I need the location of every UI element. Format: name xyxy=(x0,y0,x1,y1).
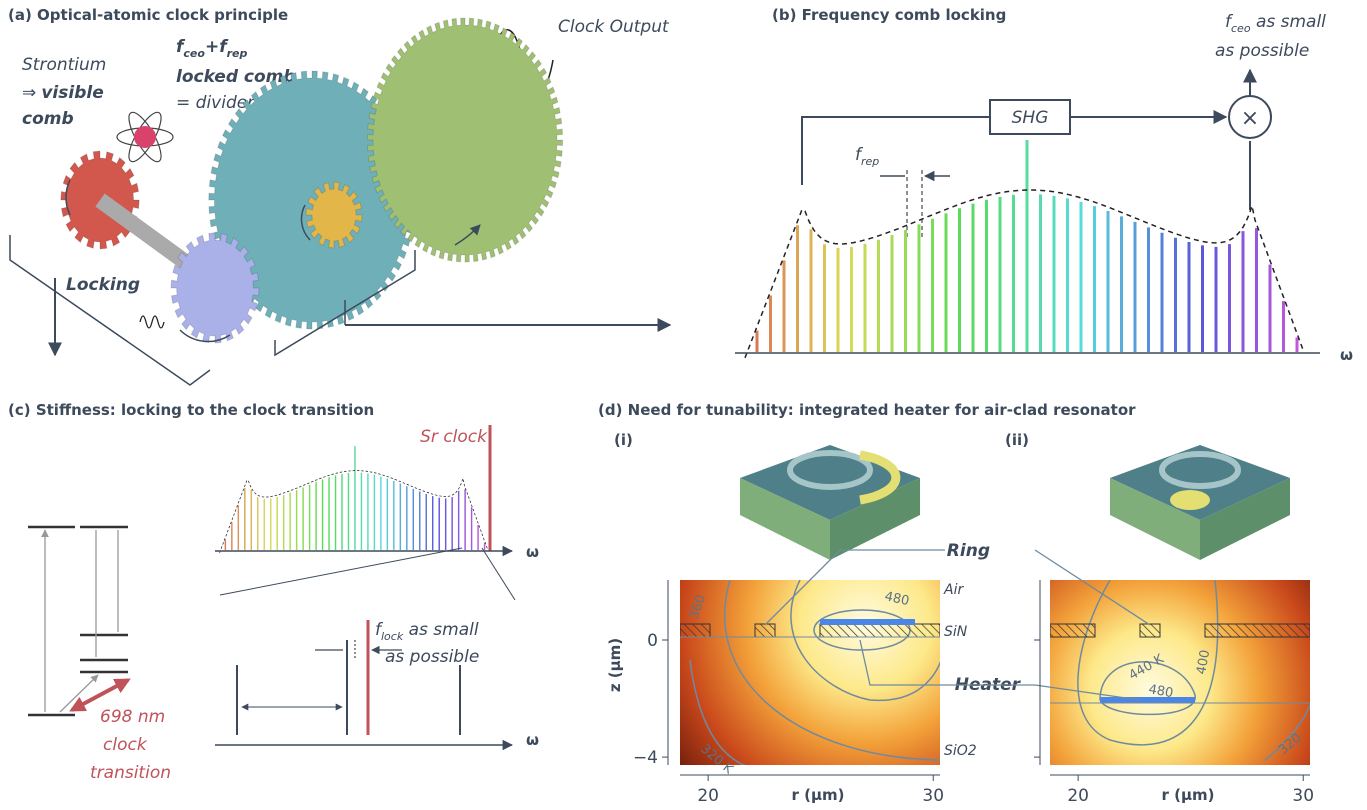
noise xyxy=(140,316,164,328)
label: ⇒ visible xyxy=(22,83,104,103)
label: locked comb xyxy=(176,67,296,87)
label: clock xyxy=(103,735,148,755)
axis-label: ω xyxy=(526,731,539,749)
label: frep xyxy=(855,145,879,168)
axis-label: ω xyxy=(1340,346,1353,364)
label: Ring xyxy=(947,541,990,561)
label: Sr clock xyxy=(420,427,488,447)
chip-render xyxy=(740,445,1290,560)
label: fceo+frep xyxy=(176,37,247,60)
axis-label: r (μm) xyxy=(792,786,845,804)
layer-label: SiO2 xyxy=(944,743,977,759)
label: flock as small xyxy=(375,620,479,643)
atom-icon xyxy=(117,108,173,165)
comb xyxy=(220,446,488,553)
heatmap xyxy=(1050,580,1312,765)
clock-arrow xyxy=(72,680,128,710)
label: as possible xyxy=(1215,41,1309,61)
figure: (a) Optical-atomic clock principle Stron… xyxy=(0,0,1367,810)
label: fceo as small xyxy=(1225,12,1326,35)
panel-title: (d) Need for tunability: integrated heat… xyxy=(598,401,1136,419)
label: 698 nm xyxy=(100,707,165,727)
envelope xyxy=(745,190,1303,358)
zoom-line xyxy=(220,548,515,600)
label: transition xyxy=(90,763,171,783)
layer-label: SiN xyxy=(944,624,968,640)
label: Clock Output xyxy=(558,17,670,37)
gear xyxy=(367,18,562,262)
subpanel-label: (ii) xyxy=(1005,431,1029,449)
envelope xyxy=(220,471,488,553)
panel-title: (b) Frequency comb locking xyxy=(772,6,1006,24)
gear xyxy=(306,182,362,248)
transition-arrows xyxy=(45,530,118,712)
axis-label: r (μm) xyxy=(1162,786,1215,804)
layer-label: Air xyxy=(943,582,964,598)
x-tick-label: 20 xyxy=(697,786,719,806)
label: comb xyxy=(22,109,74,129)
x-tick-label: 30 xyxy=(922,786,944,806)
x-tick-label: 20 xyxy=(1067,786,1089,806)
panel-title: (c) Stiffness: locking to the clock tran… xyxy=(8,401,374,419)
panel-title: (a) Optical-atomic clock principle xyxy=(8,6,288,24)
label: Strontium xyxy=(22,55,106,75)
label: Locking xyxy=(66,275,140,295)
y-tick-label: −4 xyxy=(633,748,658,768)
y-tick-label: 0 xyxy=(647,631,658,651)
gear xyxy=(171,233,259,343)
subpanel-label: (i) xyxy=(614,431,633,449)
axis-label: z (μm) xyxy=(606,638,624,692)
label: = divider xyxy=(176,93,255,113)
comb xyxy=(745,140,1303,358)
label: as possible xyxy=(385,647,479,667)
label: SHG xyxy=(1012,108,1049,128)
x-tick-label: 30 xyxy=(1292,786,1314,806)
mixer-symbol: × xyxy=(1241,106,1259,131)
axis-label: ω xyxy=(526,543,539,561)
